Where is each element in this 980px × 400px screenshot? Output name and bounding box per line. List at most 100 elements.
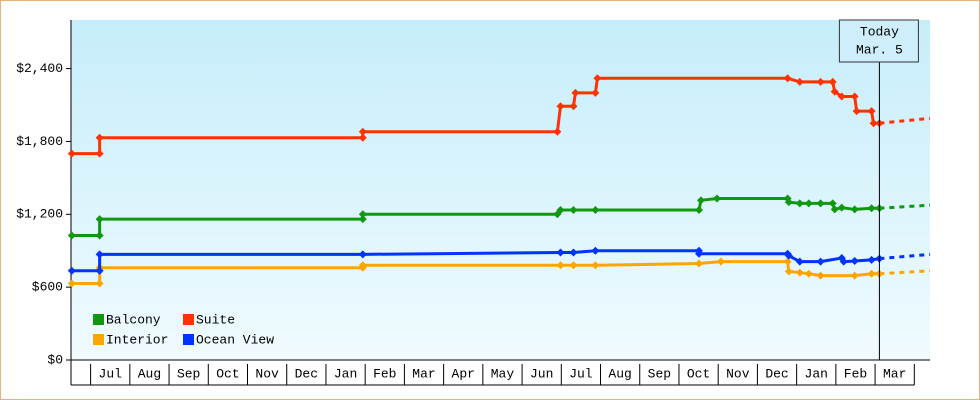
price-point [783,257,792,266]
x-tick-label: Sep [648,366,671,381]
price-line [71,260,880,285]
price-point [553,127,562,136]
price-point [713,194,722,203]
x-tick-label: Aug [138,366,161,381]
price-point [67,231,76,240]
price-point [694,206,703,215]
price-point [591,88,600,97]
price-point [852,107,861,116]
price-point [569,206,578,215]
legend-swatch [183,334,194,345]
y-tick-label: $0 [47,352,63,367]
x-tick-label: Feb [844,366,867,381]
price-point [358,210,367,219]
price-point [850,92,859,101]
price-point [837,203,846,212]
x-tick-label: Nov [726,366,750,381]
x-tick-label: Jan [334,366,357,381]
price-point [358,261,367,270]
x-tick-label: Dec [295,366,318,381]
today-label: Today [860,24,899,39]
today-date: Mar. 5 [856,42,903,57]
x-tick-label: Sep [177,366,200,381]
x-tick-label: Mar [412,366,435,381]
price-point [804,199,813,208]
y-tick-label: $1,200 [16,207,63,222]
price-point [95,250,104,259]
price-point [95,215,104,224]
price-point [556,206,565,215]
price-point [591,261,600,270]
price-point [569,102,578,111]
price-point [783,74,792,83]
price-point [795,268,804,277]
forecast-line [879,203,931,210]
y-tick-label: $1,800 [16,134,63,149]
price-point [867,269,876,278]
price-point [358,215,367,224]
price-point [867,107,876,116]
price-point [816,199,825,208]
price-point [816,271,825,280]
price-point [95,149,104,158]
price-point [716,257,725,266]
price-point [795,77,804,86]
price-point [358,133,367,142]
x-tick-label: Jan [805,366,828,381]
price-point [696,196,705,205]
x-tick-label: Nov [255,366,279,381]
price-point [569,261,578,270]
price-point [694,249,703,258]
price-point [795,199,804,208]
price-point [556,102,565,111]
price-point [556,248,565,257]
price-point [784,198,793,207]
price-point [95,279,104,288]
legend-swatch [183,314,194,325]
x-tick-label: Oct [687,366,710,381]
price-point [593,74,602,83]
price-point [850,257,859,266]
x-tick-label: Jun [530,366,553,381]
x-tick-label: Apr [452,366,475,381]
price-point [850,205,859,214]
legend-swatch [93,334,104,345]
legend-label: Suite [196,312,235,327]
legend-label: Balcony [106,312,161,327]
price-point [830,205,839,214]
x-tick-label: Dec [765,366,788,381]
price-point [358,250,367,259]
price-point [67,279,76,288]
x-tick-label: Feb [373,366,396,381]
price-point [784,267,793,276]
x-tick-label: Aug [608,366,631,381]
price-point [830,87,839,96]
price-point [784,251,793,260]
price-point [358,127,367,136]
today-box [838,19,919,63]
forecast-line [879,252,931,261]
x-tick-label: May [491,366,515,381]
price-point [850,271,859,280]
price-point [591,246,600,255]
price-point [816,77,825,86]
price-point [95,231,104,240]
price-point [804,269,813,278]
y-tick-label: $600 [32,280,63,295]
legend-swatch [93,314,104,325]
price-point [867,204,876,213]
price-point [571,88,580,97]
price-point [67,266,76,275]
legend-label: Interior [106,332,168,347]
price-point [694,259,703,268]
price-point [828,77,837,86]
x-tick-label: Jul [569,366,593,381]
price-point [828,199,837,208]
price-point [839,257,848,266]
forecast-line [879,116,931,125]
x-tick-label: Jul [99,366,123,381]
price-point [816,257,825,266]
price-point [869,119,878,128]
forecast-line [879,269,931,276]
